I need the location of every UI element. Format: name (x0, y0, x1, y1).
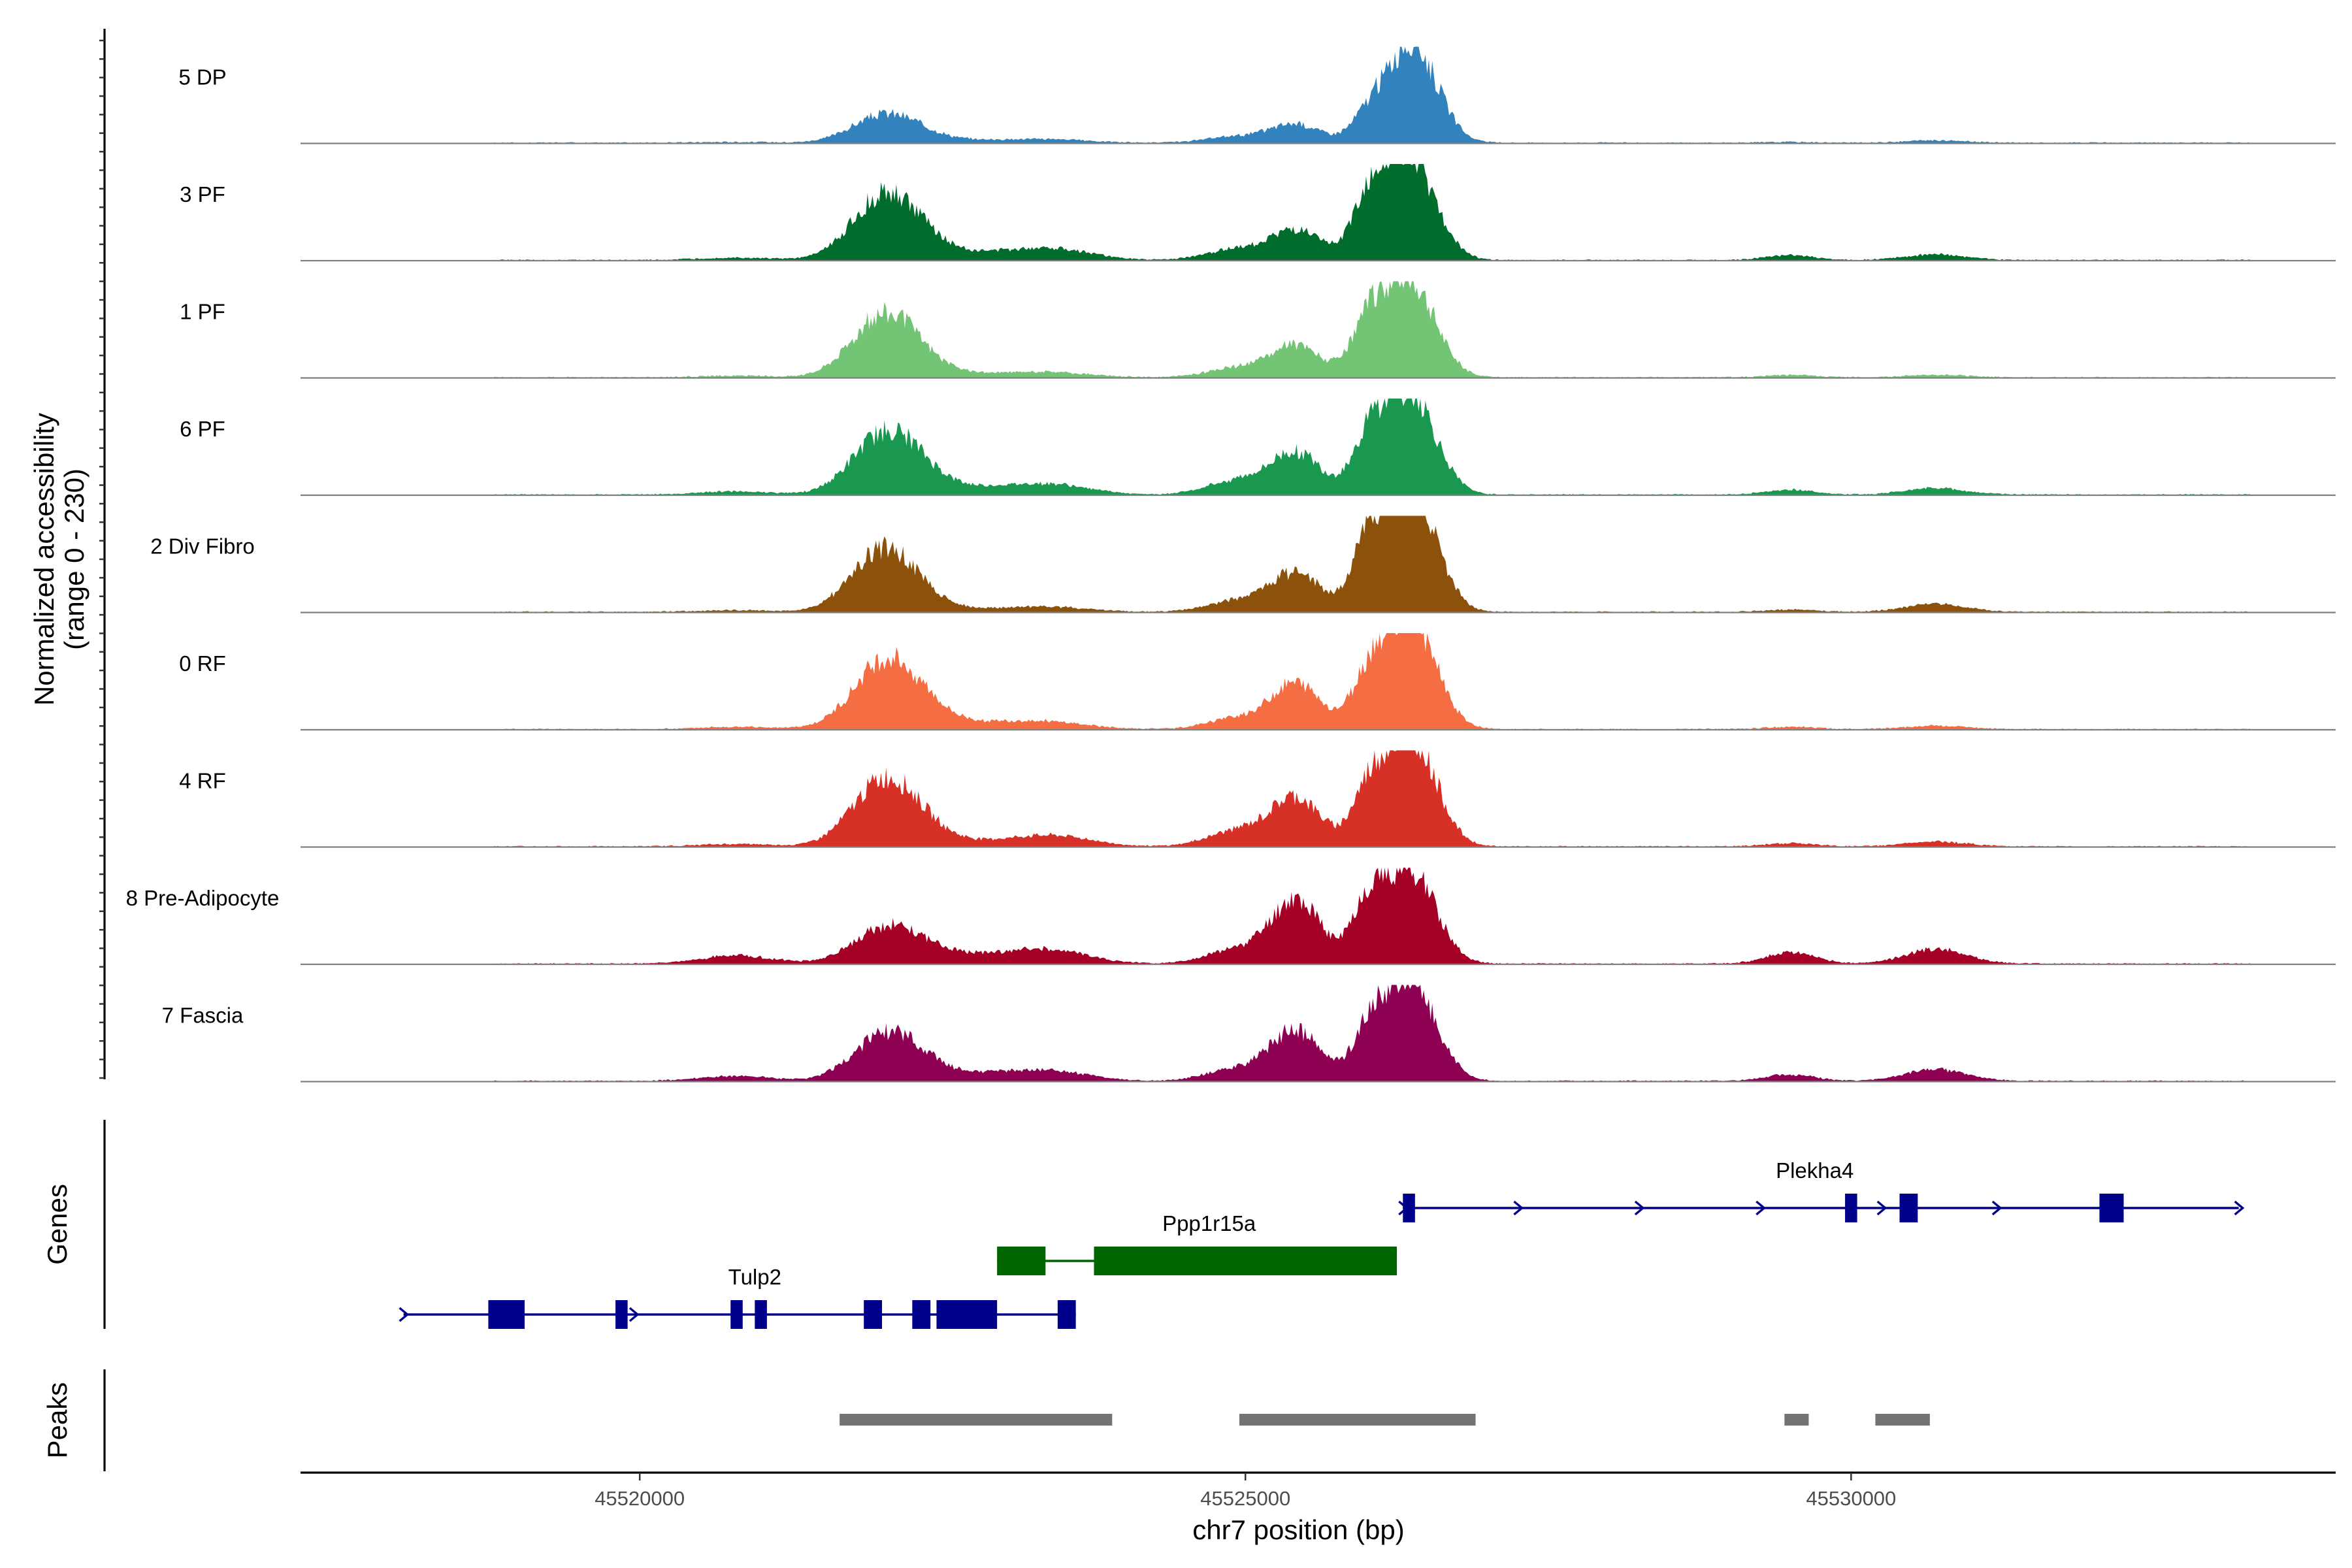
y-axis-title-line2: (range 0 - 230) (59, 468, 90, 650)
track-label: 8 Pre-Adipocyte (126, 886, 280, 910)
track-label: 6 PF (180, 417, 225, 441)
gene-exon (755, 1300, 767, 1329)
track-label: 5 DP (178, 65, 226, 89)
coverage-area (494, 985, 2251, 1082)
track-label: 0 RF (179, 651, 226, 676)
strand-arrow (1756, 1200, 1766, 1216)
coverage-area (494, 46, 2251, 144)
gene-exon (864, 1300, 882, 1329)
strand-arrow (1634, 1200, 1645, 1216)
gene-exon (1899, 1194, 1918, 1222)
x-tick-label: 45520000 (595, 1487, 685, 1510)
track-5-dp: 5 DP (178, 46, 2336, 144)
track-label: 3 PF (180, 182, 225, 206)
gene-exon (1094, 1247, 1397, 1275)
gene-exon (1845, 1194, 1857, 1222)
gene-exon (488, 1300, 525, 1329)
y-axis-title-line1: Normalized accessibility (29, 413, 59, 706)
peak-track (840, 1414, 1930, 1426)
track-label: 7 Fascia (162, 1003, 244, 1027)
strand-arrow (629, 1307, 640, 1322)
gene-label: Tulp2 (728, 1265, 781, 1289)
peaks-axis-title: Peaks (42, 1382, 73, 1459)
peak-region (840, 1414, 1113, 1426)
track-label: 1 PF (180, 299, 225, 323)
track-4-rf: 4 RF (179, 750, 2336, 848)
gene-label: Ppp1r15a (1162, 1211, 1256, 1235)
track-2-div-fibro: 2 Div Fibro (150, 515, 2336, 613)
x-axis-title: chr7 position (bp) (1192, 1514, 1405, 1545)
coverage-tracks: 5 DP 3 PF 1 PF 6 PF 2 Div Fibro 0 RF 4 RF 8 Pre… (126, 46, 2336, 1083)
coverage-area (494, 515, 2251, 613)
coverage-area (494, 868, 2251, 964)
genes-axis-title: Genes (42, 1184, 73, 1265)
track-3-pf: 3 PF (180, 164, 2336, 262)
coverage-area (494, 281, 2251, 378)
strand-arrow (399, 1307, 410, 1322)
gene-exon (912, 1300, 931, 1329)
coverage-area (494, 750, 2251, 847)
axes: Normalized accessibility(range 0 - 230) G… (29, 29, 2336, 1545)
track-label: 4 RF (179, 768, 226, 792)
gene-label: Plekha4 (1776, 1158, 1854, 1183)
y-axis-title: Normalized accessibility(range 0 - 230) (29, 413, 90, 706)
gene-exon (615, 1300, 628, 1329)
gene-track: Tulp2 Ppp1r15a Plekha4 (399, 1158, 2245, 1329)
strand-arrow (1513, 1200, 1524, 1216)
peak-region (1784, 1414, 1809, 1426)
coverage-area (494, 399, 2251, 495)
peak-region (1239, 1414, 1476, 1426)
track-label: 2 Div Fibro (150, 534, 255, 558)
coverage-area (494, 633, 2251, 730)
strand-arrow (1876, 1200, 1887, 1216)
gene-exon (1403, 1194, 1415, 1222)
track-6-pf: 6 PF (180, 399, 2336, 497)
track-8-pre-adipocyte: 8 Pre-Adipocyte (126, 868, 2336, 966)
gene-exon (936, 1300, 998, 1329)
gene-exon (1057, 1300, 1076, 1329)
strand-arrow (1991, 1200, 2002, 1216)
peak-region (1875, 1414, 1930, 1426)
x-tick-label: 45525000 (1200, 1487, 1290, 1510)
gene-plekha4: Plekha4 (1398, 1158, 2245, 1222)
x-tick-label: 45530000 (1806, 1487, 1896, 1510)
coverage-area (494, 164, 2251, 261)
gene-ppp1r15a: Ppp1r15a (997, 1211, 1397, 1275)
strand-arrow (2234, 1200, 2245, 1216)
strand-arrow (1398, 1200, 1409, 1216)
gene-tulp2: Tulp2 (399, 1265, 1076, 1329)
track-1-pf: 1 PF (180, 281, 2336, 379)
gene-exon (730, 1300, 743, 1329)
track-7-fascia: 7 Fascia (162, 985, 2336, 1083)
gene-exon (997, 1247, 1046, 1275)
track-0-rf: 0 RF (179, 633, 2336, 731)
gene-exon (2099, 1194, 2124, 1222)
